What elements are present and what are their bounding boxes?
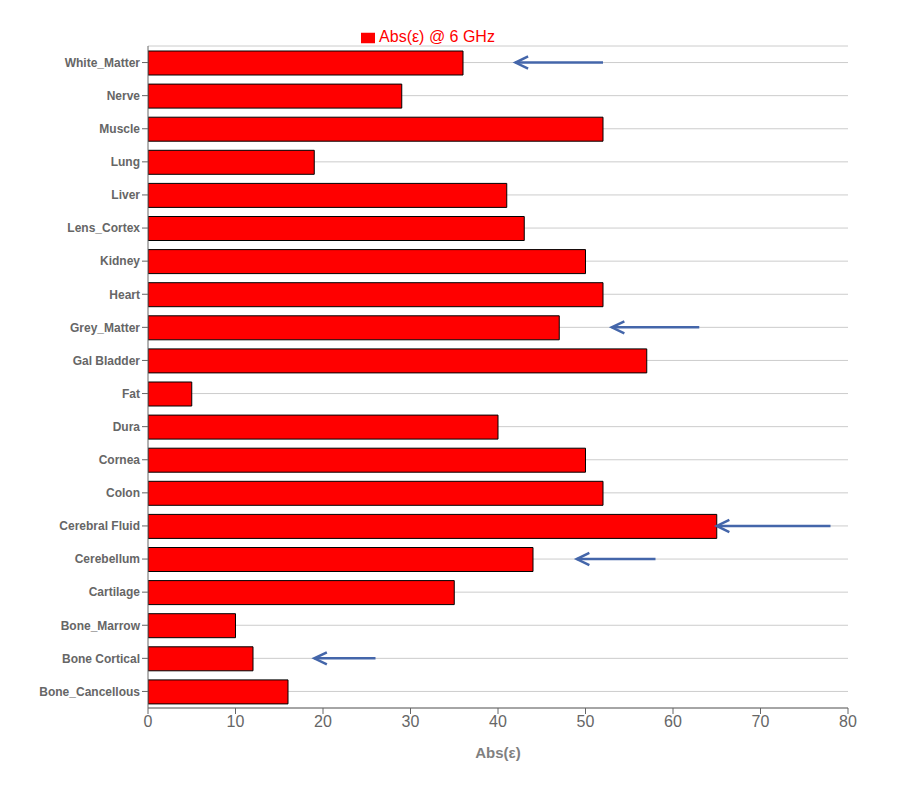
svg-text:Lung: Lung bbox=[111, 155, 140, 169]
svg-text:Liver: Liver bbox=[111, 188, 140, 202]
svg-text:Cornea: Cornea bbox=[99, 453, 141, 467]
svg-text:50: 50 bbox=[577, 713, 595, 730]
svg-text:60: 60 bbox=[664, 713, 682, 730]
svg-text:Colon: Colon bbox=[106, 486, 140, 500]
svg-text:30: 30 bbox=[402, 713, 420, 730]
svg-text:Kidney: Kidney bbox=[100, 254, 140, 268]
svg-text:Fat: Fat bbox=[122, 387, 140, 401]
svg-text:Cerebellum: Cerebellum bbox=[75, 552, 140, 566]
svg-text:Heart: Heart bbox=[109, 288, 140, 302]
svg-text:Nerve: Nerve bbox=[107, 89, 141, 103]
svg-text:80: 80 bbox=[839, 713, 857, 730]
svg-text:Abs(ε): Abs(ε) bbox=[475, 744, 520, 761]
html-text:Abs(ε) @ 6 GHz: Abs(ε) @ 6 GHz bbox=[379, 28, 495, 45]
svg-text:0: 0 bbox=[144, 713, 153, 730]
svg-text:White_Matter: White_Matter bbox=[65, 56, 141, 70]
svg-text:Bone Cortical: Bone Cortical bbox=[62, 652, 140, 666]
svg-text:Bone_Marrow: Bone_Marrow bbox=[61, 619, 141, 633]
svg-text:20: 20 bbox=[314, 713, 332, 730]
svg-text:40: 40 bbox=[489, 713, 507, 730]
svg-text:Dura: Dura bbox=[113, 420, 141, 434]
svg-text:Grey_Matter: Grey_Matter bbox=[70, 321, 140, 335]
svg-text:Cartilage: Cartilage bbox=[89, 585, 141, 599]
svg-text:Muscle: Muscle bbox=[99, 122, 140, 136]
svg-text:10: 10 bbox=[227, 713, 245, 730]
svg-text:Gal Bladder: Gal Bladder bbox=[73, 354, 141, 368]
svg-text:70: 70 bbox=[752, 713, 770, 730]
svg-text:Cerebral Fluid: Cerebral Fluid bbox=[59, 519, 140, 533]
svg-text:Lens_Cortex: Lens_Cortex bbox=[67, 221, 140, 235]
svg-text:Bone_Cancellous: Bone_Cancellous bbox=[39, 685, 140, 699]
